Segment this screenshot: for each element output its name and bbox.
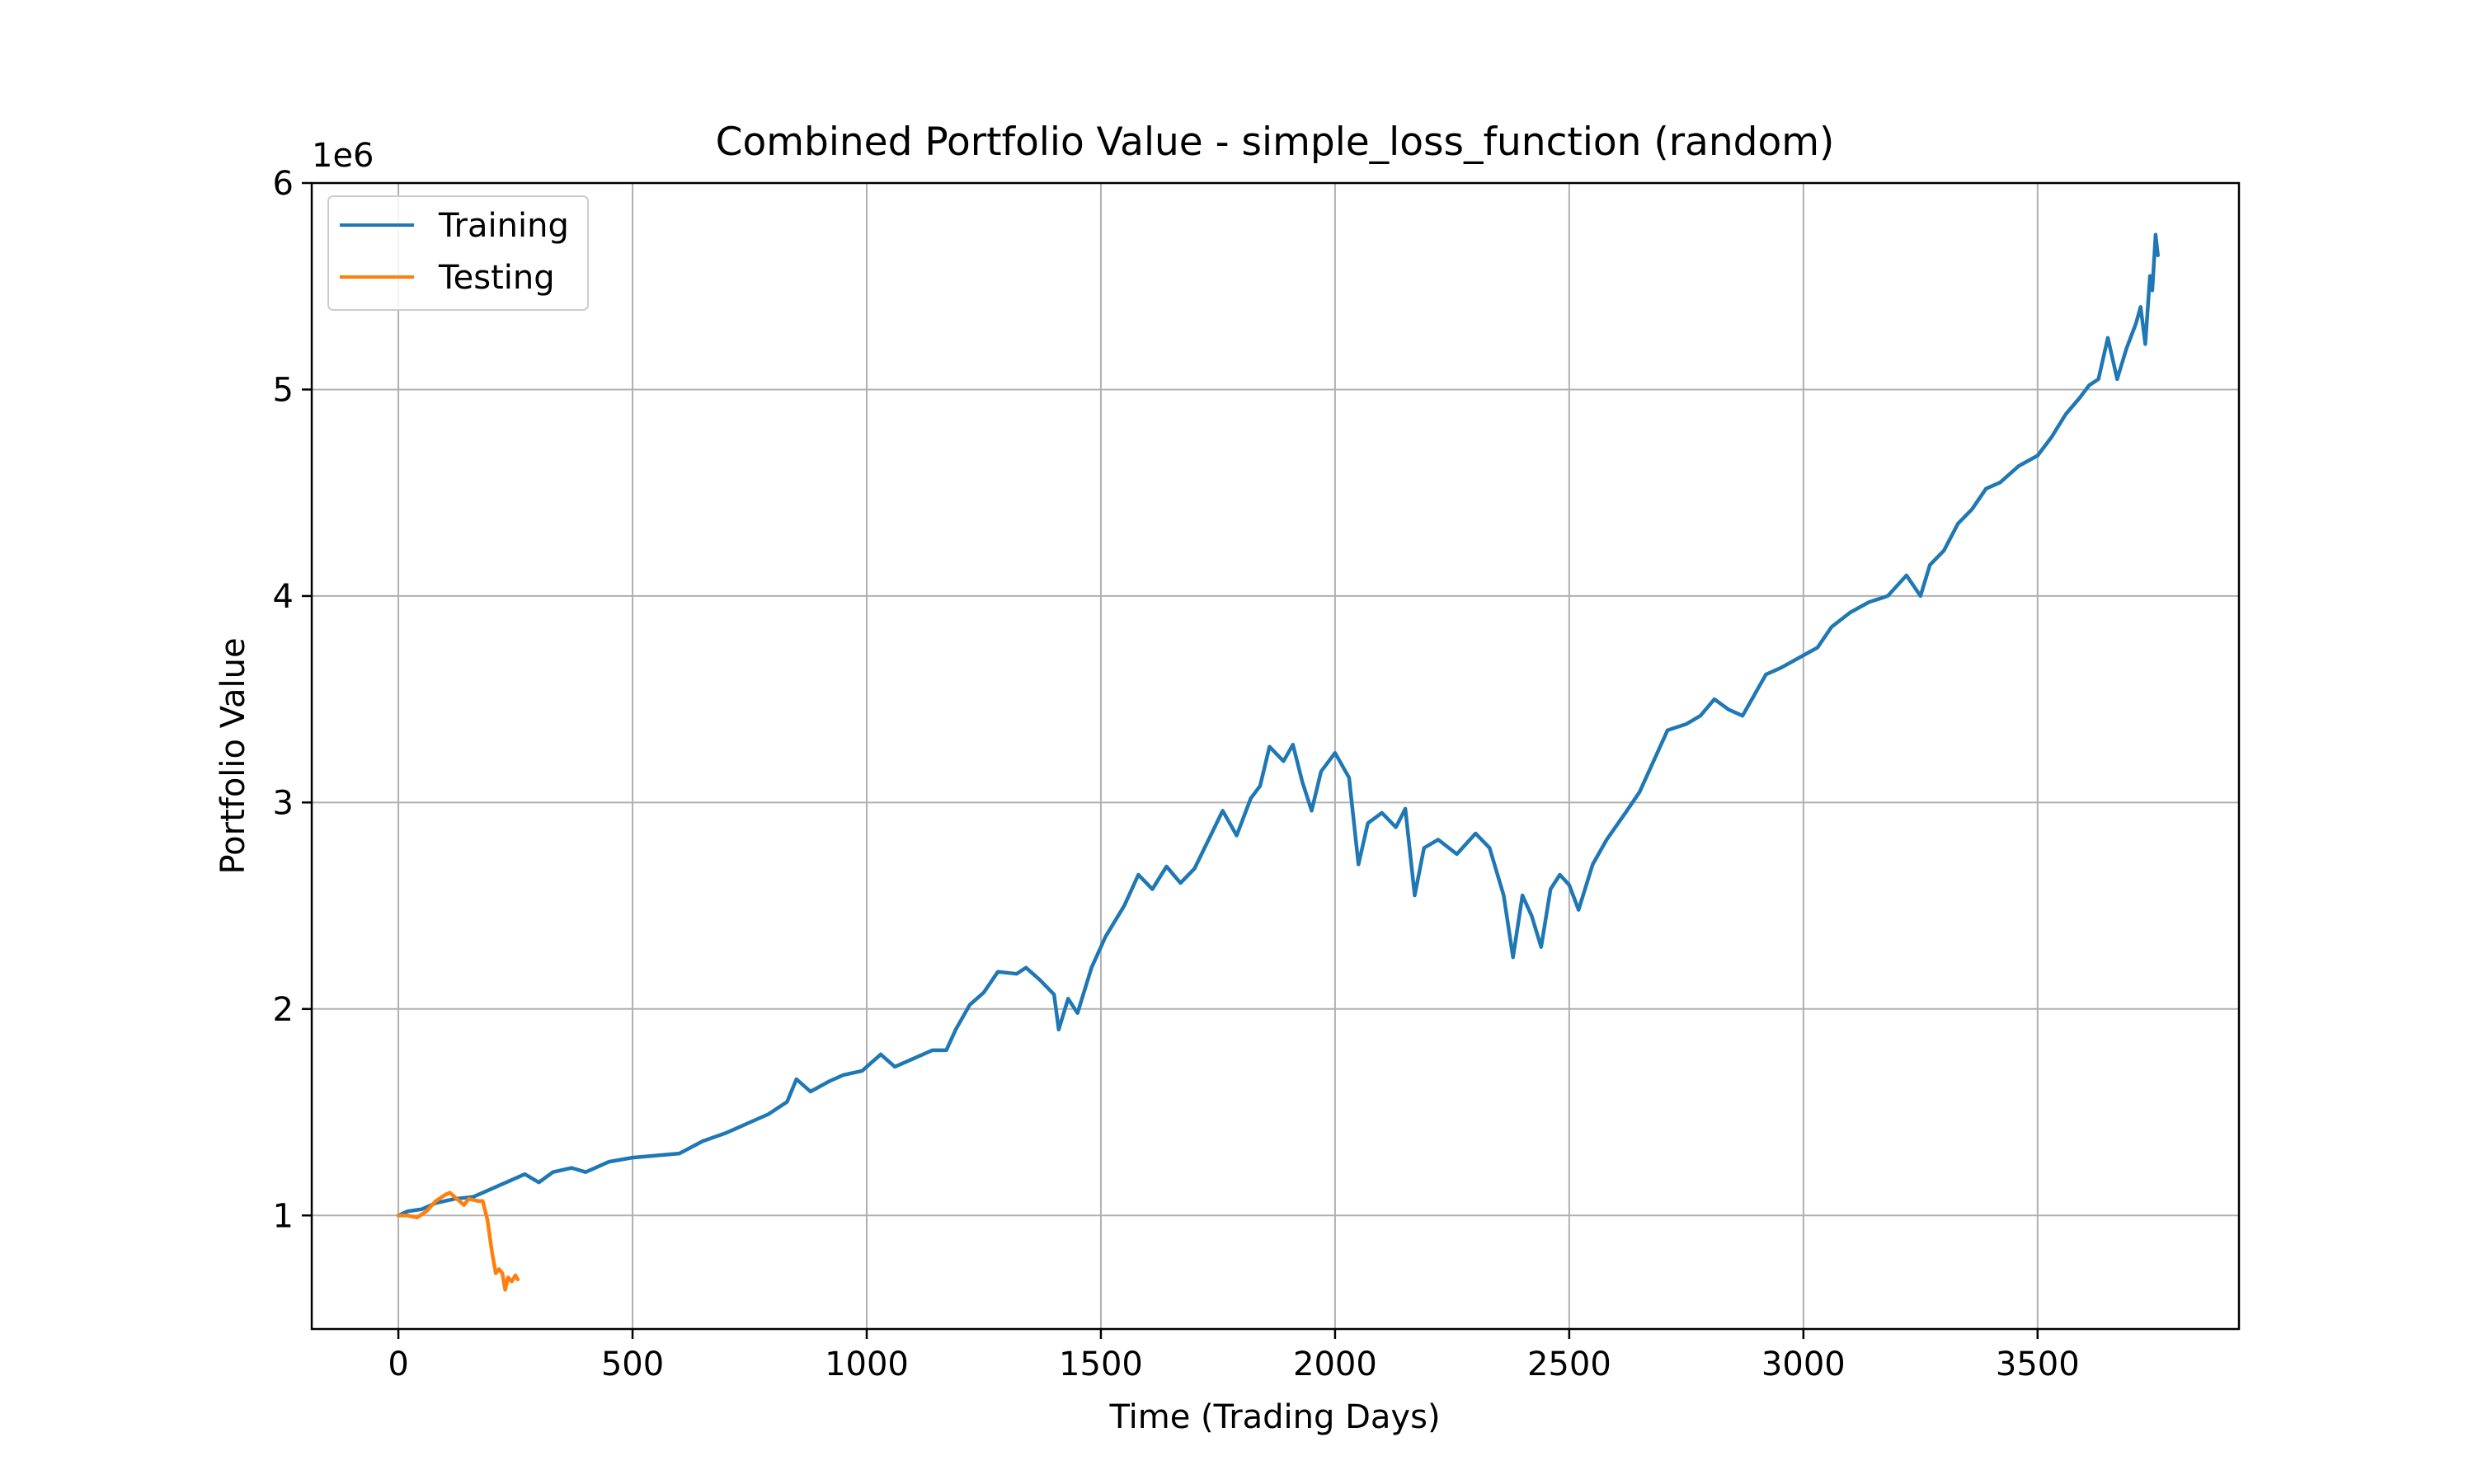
y-tick-label: 6 (273, 165, 294, 203)
x-tick-label: 500 (601, 1345, 664, 1383)
y-axis-label: Portfolio Value (214, 637, 252, 874)
y-tick-label: 5 (273, 371, 294, 409)
chart-title: Combined Portfolio Value - simple_loss_f… (716, 120, 1835, 165)
x-tick-label: 3000 (1761, 1345, 1846, 1383)
legend: Training Testing (327, 195, 589, 311)
y-axis-offset-label: 1e6 (312, 137, 374, 175)
plot-area-frame (310, 181, 2241, 1331)
x-axis-ticks: 0 500 1000 1500 2000 2500 3000 3500 (388, 1329, 2080, 1383)
y-tick-label: 2 (273, 991, 294, 1029)
x-tick-label: 1000 (825, 1345, 909, 1383)
y-tick-label: 1 (273, 1197, 294, 1235)
x-tick-label: 2000 (1293, 1345, 1377, 1383)
legend-label-testing: Testing (438, 259, 555, 297)
x-tick-label: 2500 (1527, 1345, 1611, 1383)
series-line-training (396, 232, 2160, 1218)
series-line-testing (396, 1190, 520, 1292)
y-tick-label: 4 (273, 578, 294, 616)
legend-label-training: Training (438, 207, 569, 245)
x-axis-label: Time (Trading Days) (1108, 1398, 1440, 1436)
y-axis-ticks: 1 2 3 4 5 6 (273, 165, 312, 1235)
x-tick-label: 0 (388, 1345, 408, 1383)
series-lines (396, 232, 2160, 1292)
x-tick-label: 1500 (1059, 1345, 1143, 1383)
y-tick-label: 3 (273, 784, 294, 822)
x-tick-label: 3500 (1996, 1345, 2080, 1383)
